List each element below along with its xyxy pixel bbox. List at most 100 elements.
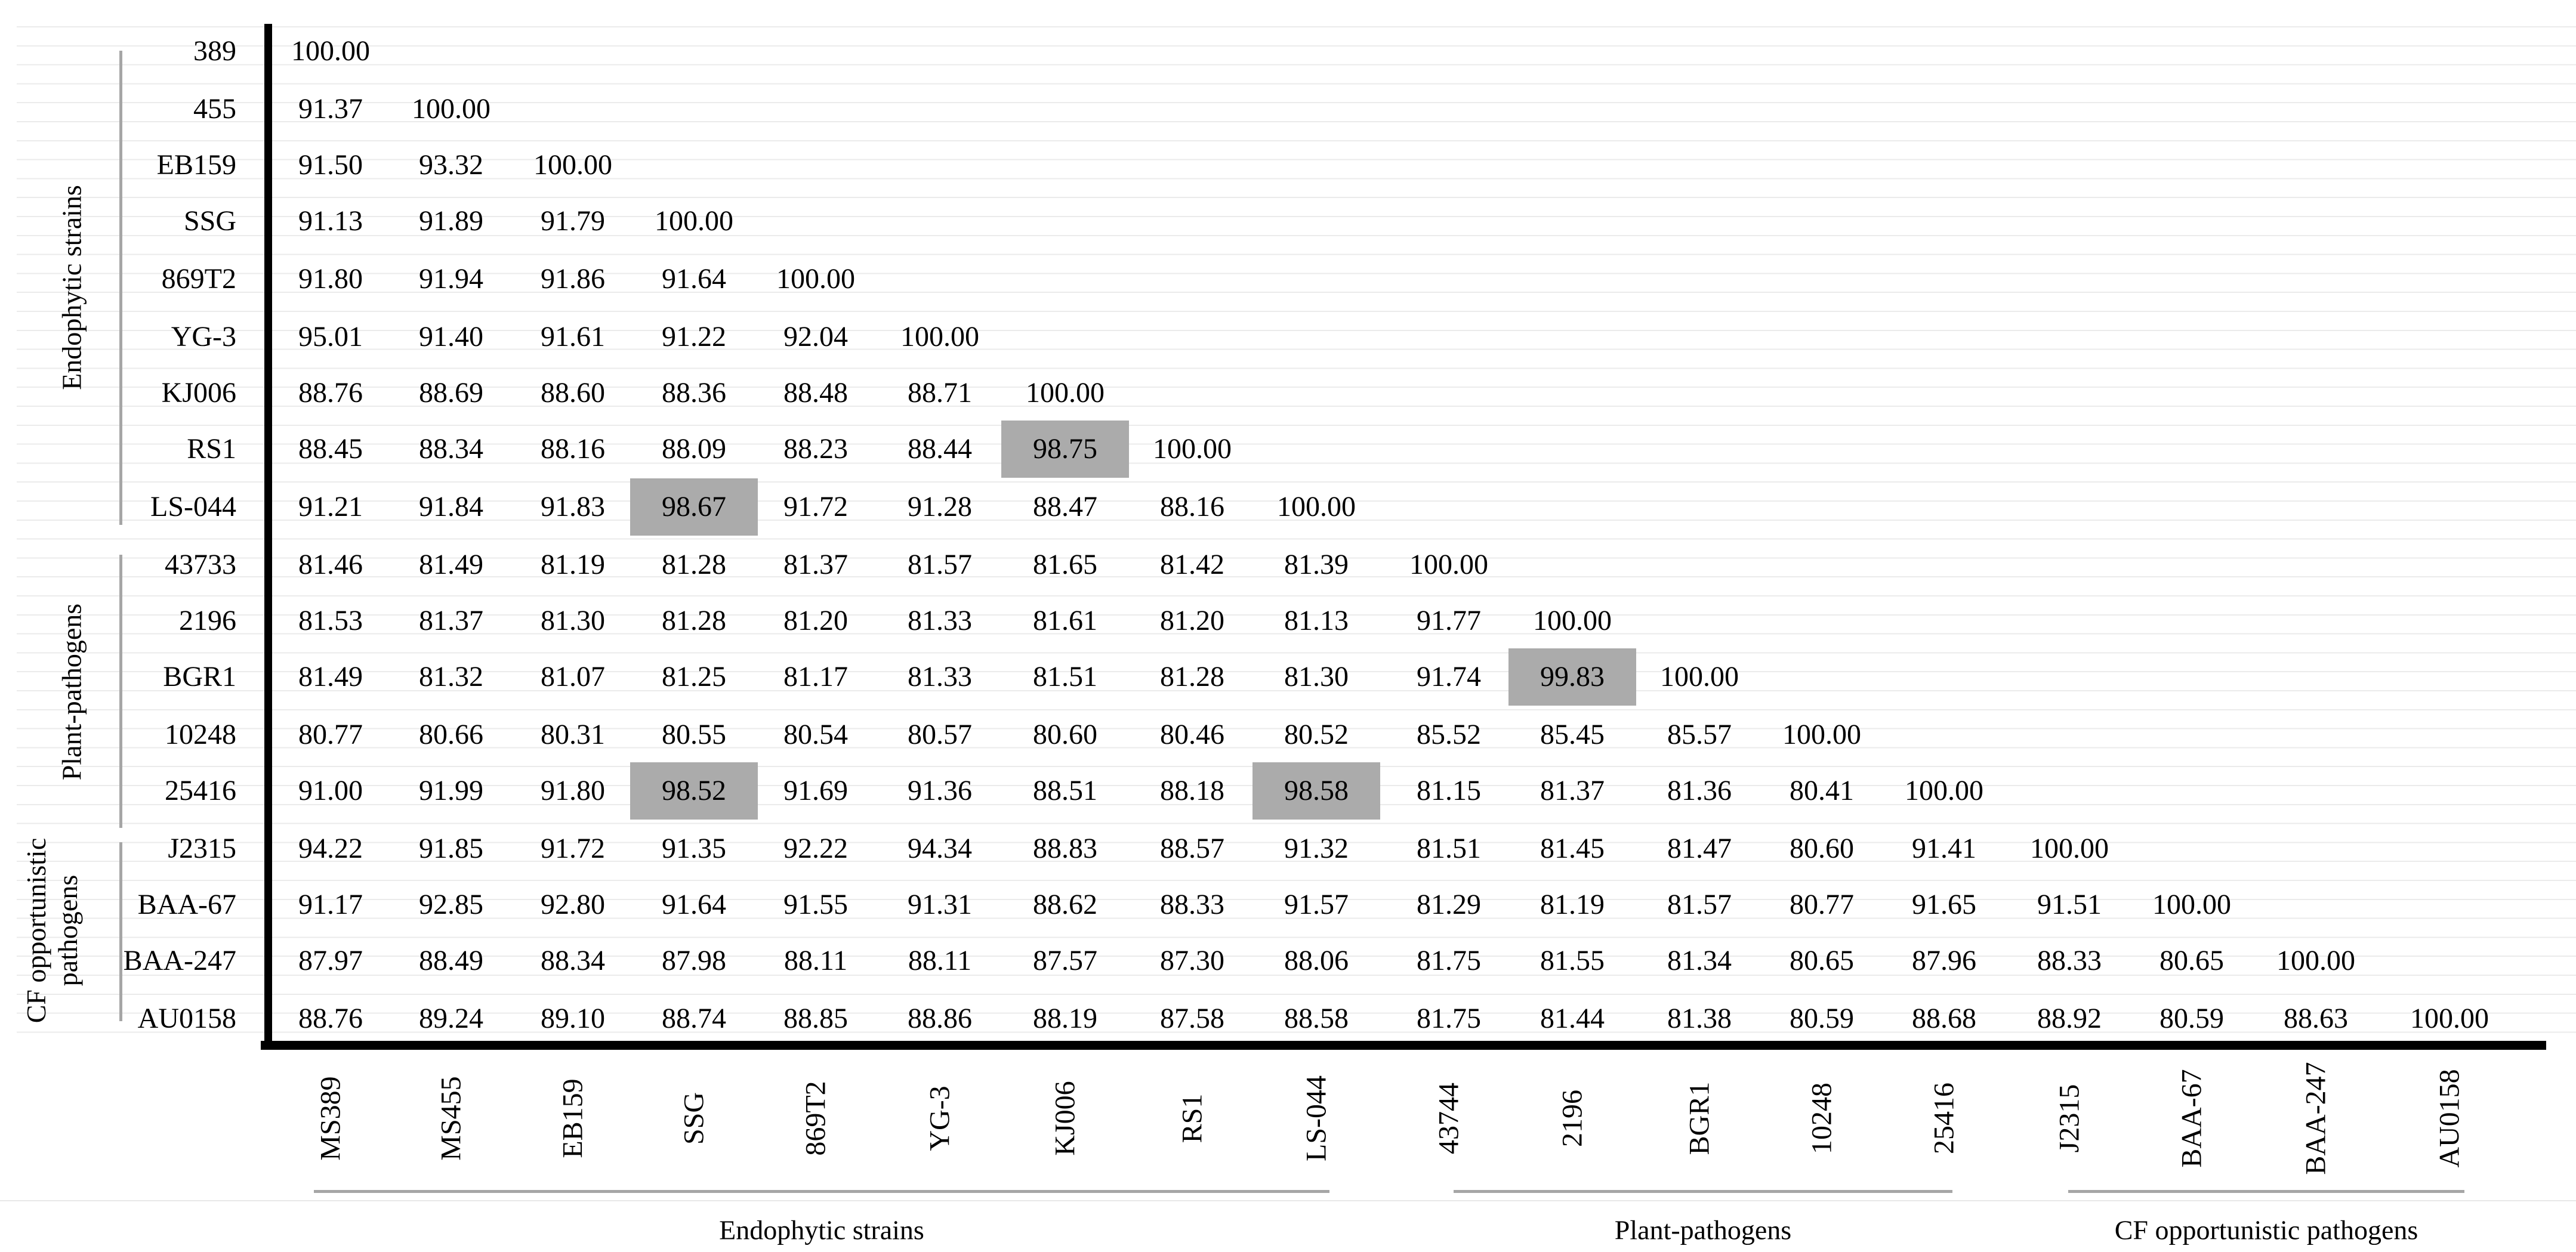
matrix-cell: 81.37 xyxy=(783,549,848,580)
matrix-cell: 91.61 xyxy=(541,321,605,353)
matrix-cell: 91.84 xyxy=(419,491,483,523)
matrix-cell: 100.00 xyxy=(2276,945,2355,976)
matrix-cell: 80.65 xyxy=(2159,945,2224,976)
matrix-cell: 81.51 xyxy=(1033,661,1097,693)
matrix-cell: 81.47 xyxy=(1667,833,1732,864)
matrix-cell: 81.28 xyxy=(662,549,726,580)
column-label: 43744 xyxy=(1433,1083,1465,1154)
matrix-cell: 81.49 xyxy=(298,661,363,693)
matrix-cell: 87.97 xyxy=(298,945,363,976)
column-label: SSG xyxy=(678,1092,710,1145)
matrix-cell: 91.40 xyxy=(419,321,483,353)
matrix-cell: 85.45 xyxy=(1540,719,1605,750)
matrix-cell: 81.13 xyxy=(1284,605,1349,636)
row-label: J2315 xyxy=(168,833,236,864)
matrix-cell: 91.64 xyxy=(662,889,726,920)
matrix-cell: 81.30 xyxy=(1284,661,1349,693)
matrix-cell: 81.61 xyxy=(1033,605,1097,636)
matrix-cell: 88.68 xyxy=(1912,1003,1976,1034)
matrix-cell: 88.76 xyxy=(298,1003,363,1034)
matrix-cell: 88.49 xyxy=(419,945,483,976)
column-label: J2315 xyxy=(2053,1084,2086,1153)
row-label: BAA-67 xyxy=(137,889,236,920)
matrix-cell: 100.00 xyxy=(291,35,370,67)
matrix-cell: 81.19 xyxy=(541,549,605,580)
matrix-cell: 100.00 xyxy=(776,263,855,295)
matrix-cell: 88.74 xyxy=(662,1003,726,1034)
matrix-cell: 81.38 xyxy=(1667,1003,1732,1034)
matrix-cell: 91.74 xyxy=(1417,661,1481,693)
y-axis-line xyxy=(264,24,272,1050)
matrix-cell: 88.58 xyxy=(1284,1003,1349,1034)
column-label: 2196 xyxy=(1556,1090,1588,1147)
matrix-cell: 92.22 xyxy=(783,833,848,864)
matrix-cell: 88.34 xyxy=(419,433,483,465)
matrix-cell: 81.15 xyxy=(1417,775,1481,806)
matrix-cell: 100.00 xyxy=(2152,889,2231,920)
matrix-cell: 93.32 xyxy=(419,149,483,181)
row-label: 869T2 xyxy=(161,263,236,295)
matrix-cell: 81.30 xyxy=(541,605,605,636)
matrix-cell: 88.86 xyxy=(908,1003,972,1034)
matrix-cell: 88.06 xyxy=(1284,945,1349,976)
matrix-cell: 81.07 xyxy=(541,661,605,693)
matrix-cell: 91.00 xyxy=(298,775,363,806)
matrix-cell: 91.77 xyxy=(1417,605,1481,636)
matrix-cell: 95.01 xyxy=(298,321,363,353)
column-label: 10248 xyxy=(1806,1083,1838,1154)
matrix-cell: 81.20 xyxy=(1160,605,1224,636)
matrix-cell: 80.66 xyxy=(419,719,483,750)
matrix-cell: 81.28 xyxy=(1160,661,1224,693)
column-group-bracket-endophytic xyxy=(314,1190,1329,1193)
matrix-cell-highlighted: 98.58 xyxy=(1252,762,1380,820)
matrix-cell: 87.96 xyxy=(1912,945,1976,976)
row-label: KJ006 xyxy=(161,377,236,409)
row-label: YG-3 xyxy=(171,321,236,353)
matrix-cell: 80.31 xyxy=(541,719,605,750)
matrix-cell: 81.34 xyxy=(1667,945,1732,976)
matrix-cell: 81.53 xyxy=(298,605,363,636)
matrix-cell: 92.80 xyxy=(541,889,605,920)
matrix-cell: 91.50 xyxy=(298,149,363,181)
matrix-cell: 88.51 xyxy=(1033,775,1097,806)
matrix-cell: 100.00 xyxy=(1660,661,1739,693)
matrix-cell: 81.44 xyxy=(1540,1003,1605,1034)
matrix-cell: 87.98 xyxy=(662,945,726,976)
matrix-cell-highlighted: 98.67 xyxy=(630,478,758,536)
matrix-cell: 80.59 xyxy=(1790,1003,1854,1034)
matrix-cell: 80.60 xyxy=(1033,719,1097,750)
matrix-cell: 88.36 xyxy=(662,377,726,409)
matrix-cell: 100.00 xyxy=(1026,377,1105,409)
matrix-cell: 91.99 xyxy=(419,775,483,806)
matrix-cell: 100.00 xyxy=(1153,433,1232,465)
row-label: 43733 xyxy=(165,549,236,580)
matrix-cell: 87.30 xyxy=(1160,945,1224,976)
matrix-cell: 80.57 xyxy=(908,719,972,750)
matrix-cell: 100.00 xyxy=(900,321,979,353)
matrix-cell: 81.25 xyxy=(662,661,726,693)
matrix-cell: 88.16 xyxy=(1160,491,1224,523)
row-label: RS1 xyxy=(187,433,236,465)
column-label: RS1 xyxy=(1176,1093,1208,1143)
matrix-cell: 81.57 xyxy=(1667,889,1732,920)
row-label: 10248 xyxy=(165,719,236,750)
column-label: MS455 xyxy=(435,1076,467,1161)
matrix-cell: 88.33 xyxy=(2037,945,2102,976)
matrix-cell: 80.60 xyxy=(1790,833,1854,864)
matrix-cell: 80.77 xyxy=(298,719,363,750)
matrix-cell: 81.33 xyxy=(908,661,972,693)
column-label: MS389 xyxy=(314,1076,347,1161)
matrix-cell: 91.17 xyxy=(298,889,363,920)
matrix-cell: 91.94 xyxy=(419,263,483,295)
matrix-cell: 91.85 xyxy=(419,833,483,864)
matrix-cell: 92.04 xyxy=(783,321,848,353)
matrix-cell: 81.51 xyxy=(1417,833,1481,864)
matrix-cell: 81.65 xyxy=(1033,549,1097,580)
matrix-cell: 81.29 xyxy=(1417,889,1481,920)
row-label: 389 xyxy=(193,35,236,67)
matrix-cell: 81.42 xyxy=(1160,549,1224,580)
matrix-cell: 100.00 xyxy=(412,93,490,125)
matrix-cell: 80.59 xyxy=(2159,1003,2224,1034)
background-gridlines xyxy=(17,26,2576,1040)
